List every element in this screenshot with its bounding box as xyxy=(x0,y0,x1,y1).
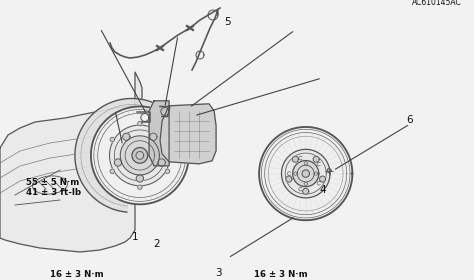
Polygon shape xyxy=(158,159,165,166)
Polygon shape xyxy=(110,137,115,142)
Polygon shape xyxy=(160,104,216,164)
Polygon shape xyxy=(302,170,310,177)
Text: 4: 4 xyxy=(319,185,326,195)
Polygon shape xyxy=(114,159,122,166)
Polygon shape xyxy=(149,101,169,166)
Polygon shape xyxy=(286,176,292,182)
Text: 5: 5 xyxy=(224,17,231,27)
Polygon shape xyxy=(110,169,115,174)
Polygon shape xyxy=(165,137,170,142)
Polygon shape xyxy=(292,156,298,162)
Text: 16 ± 3 N·m
12 ± 2 ft-lb: 16 ± 3 N·m 12 ± 2 ft-lb xyxy=(50,270,105,280)
Polygon shape xyxy=(132,148,148,163)
Polygon shape xyxy=(327,169,331,172)
Text: 1: 1 xyxy=(132,232,138,242)
Polygon shape xyxy=(303,188,309,194)
Polygon shape xyxy=(165,169,170,174)
Polygon shape xyxy=(123,133,130,141)
Polygon shape xyxy=(75,99,189,212)
Polygon shape xyxy=(150,133,157,141)
Polygon shape xyxy=(292,160,319,187)
Text: 55 ± 5 N·m
41 ± 3 ft-lb: 55 ± 5 N·m 41 ± 3 ft-lb xyxy=(26,178,81,197)
Polygon shape xyxy=(282,149,330,198)
Polygon shape xyxy=(91,106,189,204)
Polygon shape xyxy=(259,127,352,220)
Polygon shape xyxy=(137,122,142,126)
Polygon shape xyxy=(137,185,142,189)
Polygon shape xyxy=(0,72,142,252)
Polygon shape xyxy=(313,156,319,162)
Text: 6: 6 xyxy=(407,115,413,125)
Polygon shape xyxy=(319,176,326,182)
Text: 16 ± 3 N·m
12 ± 2 ft-lb: 16 ± 3 N·m 12 ± 2 ft-lb xyxy=(254,270,309,280)
Text: 3: 3 xyxy=(215,268,221,278)
Text: 2: 2 xyxy=(153,239,160,249)
Polygon shape xyxy=(136,175,144,182)
Text: AC610145AC: AC610145AC xyxy=(412,0,462,7)
Polygon shape xyxy=(109,125,170,186)
Polygon shape xyxy=(120,136,159,175)
